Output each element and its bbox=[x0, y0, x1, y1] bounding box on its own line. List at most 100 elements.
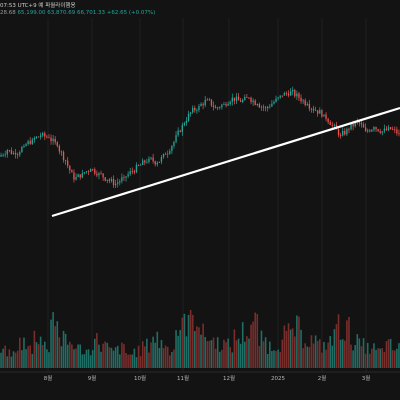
volume-bar bbox=[269, 341, 271, 368]
volume-bar bbox=[277, 349, 279, 368]
candle-body bbox=[150, 157, 152, 159]
volume-bar bbox=[391, 350, 394, 368]
candle-body bbox=[94, 169, 96, 174]
candle-body bbox=[289, 91, 292, 96]
candle-body bbox=[250, 97, 252, 103]
volume-bar bbox=[77, 344, 79, 368]
candle-body bbox=[329, 122, 331, 125]
volume-bar bbox=[235, 340, 238, 368]
candle-body bbox=[292, 90, 294, 92]
volume-bar bbox=[394, 350, 396, 368]
volume-bar bbox=[137, 345, 140, 368]
volume-bar bbox=[54, 326, 56, 368]
candle-body bbox=[375, 127, 377, 130]
volume-bar bbox=[73, 349, 75, 368]
volume-bar bbox=[41, 345, 44, 368]
candle-body bbox=[135, 164, 138, 173]
volume-bar bbox=[244, 341, 246, 368]
volume-bar bbox=[316, 340, 319, 368]
volume-bar bbox=[273, 350, 275, 368]
volume-bar bbox=[198, 327, 200, 368]
volume-bar bbox=[171, 351, 173, 368]
volume-bar bbox=[233, 329, 236, 368]
candle-body bbox=[233, 97, 236, 101]
candle-body bbox=[327, 118, 329, 123]
candle-body bbox=[137, 164, 140, 166]
candle-body bbox=[162, 153, 165, 158]
candle-body bbox=[267, 106, 269, 109]
volume-bar bbox=[162, 348, 165, 368]
candle-body bbox=[383, 128, 386, 132]
candle-body bbox=[248, 97, 250, 99]
candle-body bbox=[187, 113, 190, 121]
volume-bar bbox=[141, 341, 144, 368]
candle-body bbox=[310, 108, 313, 110]
candle-body bbox=[196, 110, 198, 111]
candle-body bbox=[283, 93, 286, 96]
candle-body bbox=[48, 137, 50, 139]
candle-body bbox=[154, 161, 156, 165]
volume-layer bbox=[0, 310, 400, 368]
candle-body bbox=[64, 160, 67, 161]
volume-bar bbox=[302, 348, 304, 368]
candle-body bbox=[104, 177, 106, 181]
volume-bar bbox=[321, 352, 323, 368]
candle-body bbox=[389, 127, 392, 130]
volume-bar bbox=[81, 354, 84, 368]
volume-bar bbox=[96, 333, 98, 368]
candle-body bbox=[235, 96, 238, 101]
volume-bar bbox=[214, 348, 217, 368]
candle-body bbox=[231, 97, 233, 102]
candle-body bbox=[119, 181, 121, 183]
volume-bar bbox=[212, 337, 215, 368]
volume-bar bbox=[264, 337, 267, 368]
volume-bar bbox=[144, 346, 146, 368]
volume-bar bbox=[287, 323, 290, 368]
candle-body bbox=[6, 150, 8, 155]
candle-body bbox=[173, 141, 175, 146]
candle-body bbox=[200, 103, 202, 107]
candle-body bbox=[219, 107, 221, 109]
candle-body bbox=[127, 174, 129, 177]
volume-bar bbox=[185, 336, 188, 368]
candle-body bbox=[281, 95, 283, 97]
candle-body bbox=[221, 104, 223, 108]
volume-bar bbox=[229, 347, 231, 368]
candle-body bbox=[396, 129, 398, 134]
candle-body bbox=[98, 173, 100, 176]
candle-body bbox=[277, 97, 279, 99]
volume-bar bbox=[333, 329, 336, 368]
volume-bar bbox=[125, 352, 127, 368]
header-menu-item[interactable]: 예 bbox=[38, 3, 44, 9]
candle-body bbox=[354, 121, 356, 127]
candle-body bbox=[152, 157, 154, 162]
candle-body bbox=[160, 157, 163, 162]
volume-bar bbox=[64, 333, 67, 368]
candle-body bbox=[308, 104, 311, 109]
volume-bar bbox=[262, 341, 265, 368]
candle-body bbox=[350, 124, 352, 130]
candle-body bbox=[35, 136, 38, 139]
candle-body bbox=[312, 108, 315, 111]
candle-body bbox=[100, 173, 102, 175]
candle-body bbox=[367, 130, 369, 132]
support-trendline[interactable] bbox=[51, 106, 400, 218]
volume-bar bbox=[281, 339, 284, 368]
volume-bar bbox=[352, 350, 354, 368]
candle-body bbox=[275, 98, 277, 102]
candle-body bbox=[0, 154, 2, 157]
volume-bar bbox=[221, 349, 223, 368]
candle-body bbox=[60, 151, 63, 153]
candle-body bbox=[346, 128, 348, 135]
volume-bar bbox=[298, 316, 300, 368]
volume-bar bbox=[6, 356, 9, 368]
candle-body bbox=[337, 129, 340, 136]
candle-body bbox=[85, 171, 88, 173]
x-tick-label: 2025 bbox=[271, 376, 285, 382]
volume-bar bbox=[166, 347, 169, 368]
grid-layer bbox=[0, 18, 400, 373]
candle-body bbox=[364, 127, 367, 132]
x-tick-label: 12월 bbox=[223, 374, 235, 382]
